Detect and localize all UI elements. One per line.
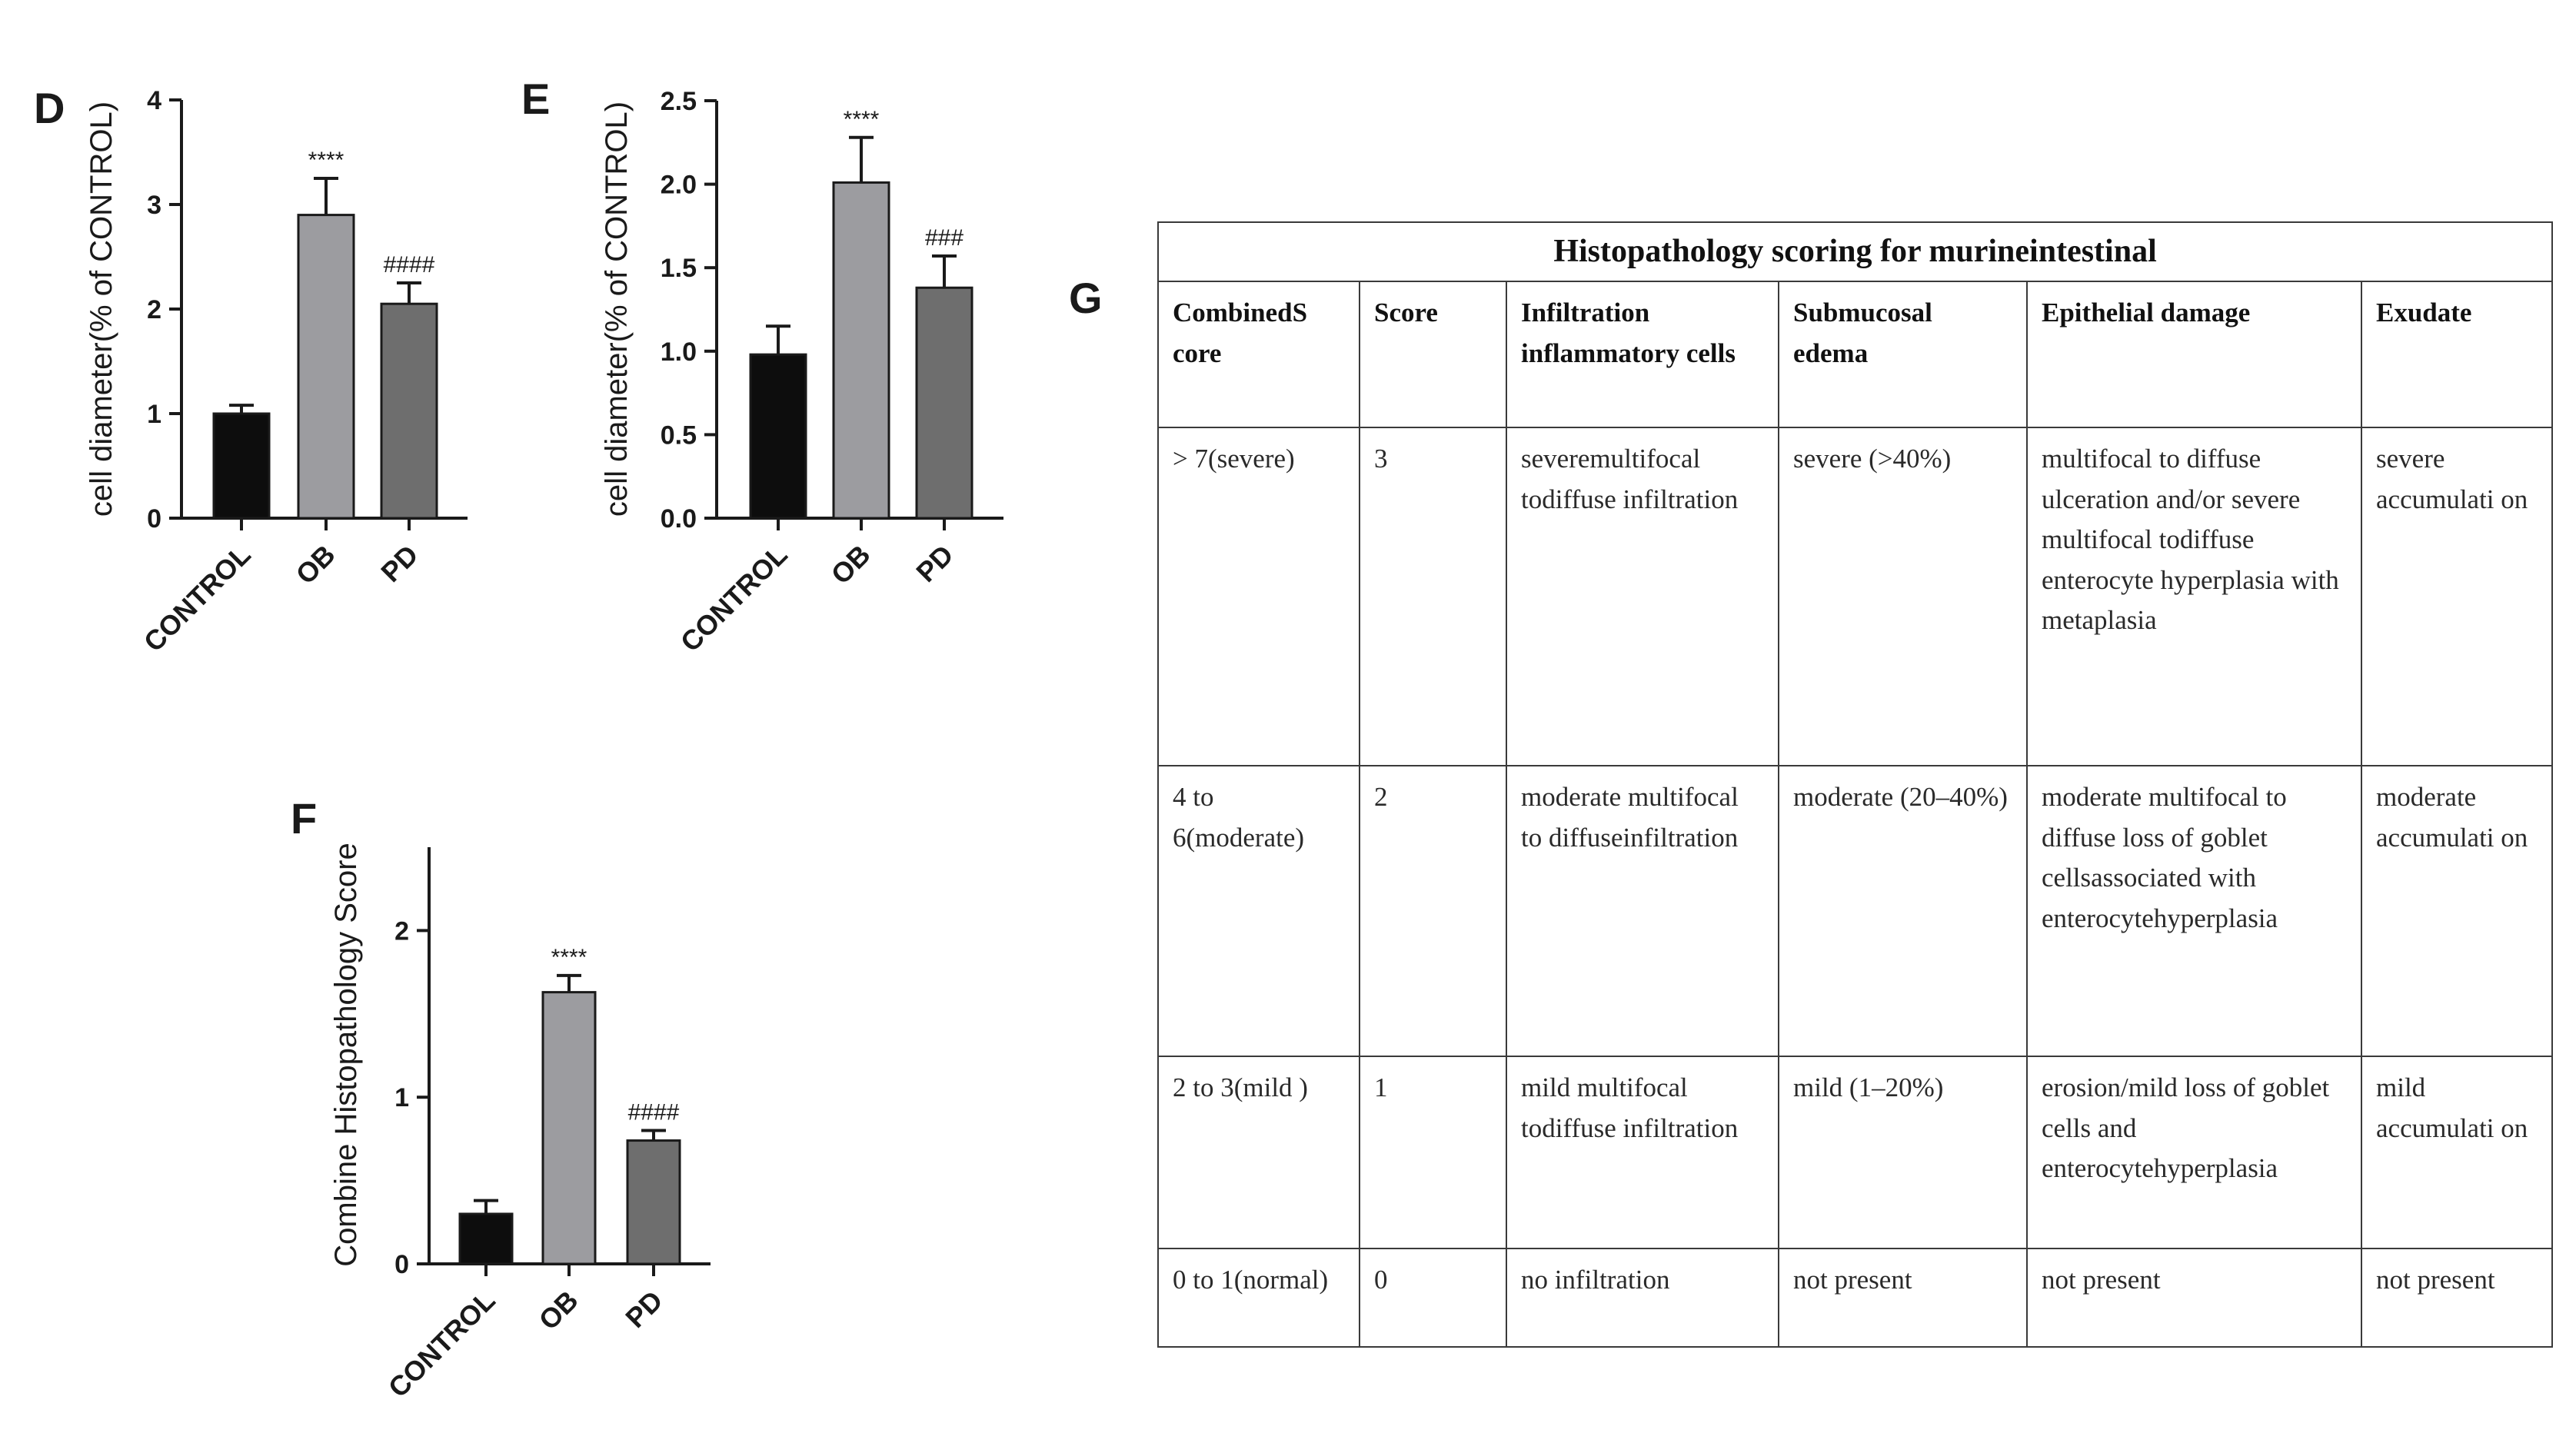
- bar-control: [212, 412, 271, 520]
- table-cell: multifocal to diffuse ulceration and/or …: [2026, 427, 2362, 766]
- panel-label-d: D: [34, 84, 65, 132]
- table-cell: erosion/mild loss of goblet cells and en…: [2026, 1056, 2362, 1249]
- table-cell: 1: [1359, 1056, 1507, 1249]
- y-tick-label: 4: [147, 86, 161, 115]
- table-cell: 4 to 6(moderate): [1157, 765, 1360, 1057]
- table-row: 4 to 6(moderate) 2 moderate multifocal t…: [1157, 765, 2554, 1057]
- table-cell: mild (1–20%): [1778, 1056, 2028, 1249]
- significance-marker: ****: [551, 945, 587, 970]
- y-axis-label: cell diameter(% of CONTROL): [600, 101, 634, 517]
- table-cell: moderate (20–40%): [1778, 765, 2028, 1057]
- header-score: Score: [1359, 281, 1507, 428]
- table-cell: moderate multifocal to diffuseinfiltrati…: [1506, 765, 1779, 1057]
- table-title: Histopathology scoring for murineintesti…: [1157, 221, 2554, 282]
- y-tick-label: 1.0: [661, 337, 697, 367]
- table-cell: 2: [1359, 765, 1507, 1057]
- y-axis-label: Combine Histopathology Score: [329, 843, 363, 1266]
- table-cell: 0 to 1(normal): [1157, 1248, 1360, 1348]
- y-tick-label: 0.0: [661, 504, 697, 534]
- table-row: 0 to 1(normal) 0 no infiltration not pre…: [1157, 1248, 2554, 1348]
- table-cell: not present: [2360, 1248, 2554, 1348]
- header-exudate: Exudate: [2360, 281, 2554, 428]
- table-cell: 3: [1359, 427, 1507, 766]
- histopathology-table: Histopathology scoring for murineintesti…: [1157, 221, 2554, 1348]
- y-tick-label: 0: [147, 504, 161, 534]
- y-axis-label: cell diameter(% of CONTROL): [85, 101, 118, 517]
- table-row: 2 to 3(mild ) 1 mild multifocal todiffus…: [1157, 1056, 2554, 1249]
- table-cell: 0: [1359, 1248, 1507, 1348]
- x-tick-label: CONTROL: [382, 1285, 501, 1404]
- table-cell: severe accumulati on: [2360, 427, 2554, 766]
- table-cell: mild multifocal todiffuse infiltration: [1506, 1056, 1779, 1249]
- y-tick-label: 2: [147, 295, 161, 324]
- y-tick-label: 0: [394, 1250, 409, 1279]
- table-cell: moderate accumulati on: [2360, 765, 2554, 1057]
- bar-control: [458, 1212, 514, 1265]
- significance-marker: ####: [628, 1100, 680, 1125]
- bar-ob: [541, 991, 597, 1265]
- y-tick-label: 1: [394, 1083, 409, 1112]
- significance-marker: ####: [384, 252, 435, 278]
- y-tick-label: 0.5: [661, 421, 697, 450]
- header-submucosal-edema: Submucosal edema: [1778, 281, 2028, 428]
- y-tick-label: 3: [147, 191, 161, 220]
- bar-pd: [380, 302, 438, 520]
- panel-label-f: F: [291, 794, 318, 843]
- header-epithelial-damage: Epithelial damage: [2026, 281, 2362, 428]
- y-tick-label: 2.0: [661, 171, 697, 200]
- bar-pd: [626, 1139, 681, 1265]
- x-tick-label: OB: [532, 1285, 584, 1336]
- table-cell: not present: [1778, 1248, 2028, 1348]
- significance-marker: ###: [925, 225, 964, 251]
- table-cell: no infiltration: [1506, 1248, 1779, 1348]
- panel-label-e: E: [521, 75, 551, 123]
- table-cell: severe (>40%): [1778, 427, 2028, 766]
- table-cell: mild accumulati on: [2360, 1056, 2554, 1249]
- y-tick-label: 2: [394, 916, 409, 946]
- bar-pd: [915, 286, 973, 520]
- table-cell: 2 to 3(mild ): [1157, 1056, 1360, 1249]
- table-row: > 7(severe) 3 severemultifocal todiffuse…: [1157, 427, 2554, 766]
- y-tick-label: 1: [147, 400, 161, 429]
- panel-label-g: G: [1069, 274, 1103, 322]
- significance-marker: ****: [844, 107, 880, 132]
- header-combined-score: CombinedS core: [1157, 281, 1360, 428]
- header-infiltration: Infiltration inflammatory cells: [1506, 281, 1779, 428]
- table-cell: > 7(severe): [1157, 427, 1360, 766]
- x-tick-label: PD: [619, 1285, 668, 1334]
- significance-marker: ****: [308, 148, 344, 173]
- y-tick-label: 2.5: [661, 87, 697, 116]
- table-cell: not present: [2026, 1248, 2362, 1348]
- table-cell: severemultifocal todiffuse infiltration: [1506, 427, 1779, 766]
- y-tick-label: 1.5: [661, 254, 697, 283]
- table-cell: moderate multifocal to diffuse loss of g…: [2026, 765, 2362, 1057]
